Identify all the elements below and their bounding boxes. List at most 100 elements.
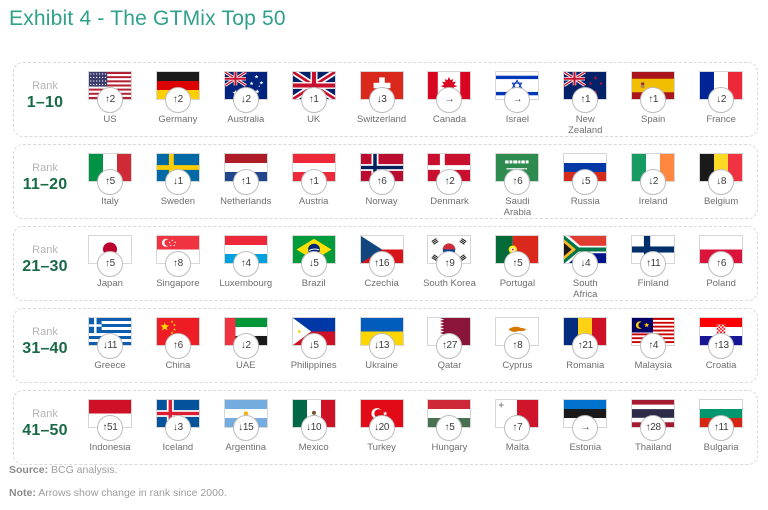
rank-change-badge: ↓2	[232, 333, 259, 359]
rank-caption: Rank	[32, 326, 58, 338]
country-label: Belgium	[703, 196, 739, 207]
country-label: Croatia	[705, 360, 737, 371]
country-label: Austria	[298, 196, 329, 207]
rank-rows: Rank 1–10 ↑2 US ↑2 Germany ↓2 Australia …	[13, 62, 758, 465]
country-item: ↑16 Czechia	[348, 227, 416, 300]
country-label: Germany	[158, 114, 198, 125]
country-label: Netherlands	[220, 196, 272, 207]
footer: Source: BCG analysis. Note: Arrows show …	[9, 464, 227, 510]
rank-range: 41–50	[22, 422, 68, 439]
rank-row: Rank 11–20 ↑5 Italy ↓1 Sweden ↑1 Netherl…	[13, 144, 758, 219]
country-item: ↓11 Greece	[76, 309, 144, 382]
rank-change-badge: ↓3	[164, 415, 191, 441]
country-item: ↑9 South Korea	[416, 227, 484, 300]
country-label: Brazil	[301, 278, 326, 289]
rank-change-badge: ↑11	[708, 415, 735, 441]
country-item: ↑11 Bulgaria	[687, 391, 755, 464]
country-label: Bulgaria	[703, 442, 739, 453]
country-label: US	[103, 114, 117, 125]
rank-change-badge: ↑27	[436, 333, 463, 359]
rank-change-badge: ↓13	[368, 333, 395, 359]
country-item: ↑6 Poland	[687, 227, 755, 300]
rank-range: 21–30	[22, 258, 68, 275]
rank-range: 11–20	[22, 176, 68, 193]
rank-range: 1–10	[26, 94, 64, 111]
rank-change-badge: ↑13	[708, 333, 735, 359]
country-item: ↓8 Belgium	[687, 145, 755, 218]
rank-column: Rank 31–40	[14, 309, 76, 382]
country-label: Turkey	[367, 442, 396, 453]
country-item: ↑2 US	[76, 63, 144, 136]
row-items: ↑2 US ↑2 Germany ↓2 Australia ↑1 UK ↓3 S…	[76, 63, 757, 136]
rank-change-badge: ↑1	[300, 87, 327, 113]
country-label: Greece	[94, 360, 126, 371]
rank-range: 31–40	[22, 340, 68, 357]
rank-change-badge: ↑8	[164, 251, 191, 277]
country-label: China	[165, 360, 191, 371]
source-label: Source:	[9, 464, 49, 476]
rank-row: Rank 21–30 ↑5 Japan ↑8 Singapore ↑4 Luxe…	[13, 226, 758, 301]
country-label: Cyprus	[502, 360, 533, 371]
country-flag-icon	[291, 71, 336, 100]
country-label: Czechia	[364, 278, 399, 289]
country-item: ↑6 China	[144, 309, 212, 382]
row-items: ↑5 Italy ↓1 Sweden ↑1 Netherlands ↑1 Aus…	[76, 145, 757, 218]
rank-change-badge: ↓4	[572, 251, 599, 277]
country-item: ↑8 Singapore	[144, 227, 212, 300]
country-item: ↑1 Austria	[280, 145, 348, 218]
country-label: Ireland	[638, 196, 668, 207]
country-item: ↑7 Malta	[483, 391, 551, 464]
country-label: Qatar	[437, 360, 462, 371]
country-label: Australia	[227, 114, 265, 125]
country-item: ↑2 Germany	[144, 63, 212, 136]
rank-column: Rank 11–20	[14, 145, 76, 218]
country-label: Canada	[432, 114, 467, 125]
country-label: Luxembourg	[219, 278, 273, 289]
country-label: Romania	[566, 360, 605, 371]
country-item: ↑6 Saudi Arabia	[483, 145, 551, 218]
rank-column: Rank 41–50	[14, 391, 76, 464]
country-label: New Zealand	[568, 114, 603, 136]
country-label: Hungary	[431, 442, 468, 453]
rank-row: Rank 1–10 ↑2 US ↑2 Germany ↓2 Australia …	[13, 62, 758, 137]
rank-change-badge: ↑16	[368, 251, 395, 277]
country-flag-icon	[427, 235, 472, 264]
country-label: Norway	[365, 196, 398, 207]
country-label: Saudi Arabia	[503, 196, 532, 218]
country-item: ↓1 Sweden	[144, 145, 212, 218]
note-label: Note:	[9, 487, 36, 499]
country-item: ↑1 UK	[280, 63, 348, 136]
rank-change-badge: →	[436, 87, 463, 113]
country-item: ↓3 Switzerland	[348, 63, 416, 136]
rank-change-badge: ↑2	[164, 87, 191, 113]
country-item: ↑21 Romania	[551, 309, 619, 382]
country-flag-icon	[495, 153, 540, 182]
rank-caption: Rank	[32, 162, 58, 174]
rank-change-badge: ↑4	[640, 333, 667, 359]
row-items: ↓11 Greece ↑6 China ↓2 UAE ↓5 Philippine…	[76, 309, 757, 382]
country-item: ↓20 Turkey	[348, 391, 416, 464]
country-flag-icon	[359, 153, 404, 182]
country-item: → Canada	[416, 63, 484, 136]
rank-change-badge: ↑6	[708, 251, 735, 277]
rank-change-badge: ↓8	[708, 169, 735, 195]
country-label: Italy	[101, 196, 119, 207]
country-item: ↑4 Malaysia	[619, 309, 687, 382]
rank-change-badge: ↑1	[640, 87, 667, 113]
country-item: ↓13 Ukraine	[348, 309, 416, 382]
country-label: Singapore	[156, 278, 200, 289]
country-item: ↓10 Mexico	[280, 391, 348, 464]
country-item: ↑5 Japan	[76, 227, 144, 300]
country-item: ↑13 Croatia	[687, 309, 755, 382]
country-item: ↑51 Indonesia	[76, 391, 144, 464]
country-label: Indonesia	[89, 442, 131, 453]
country-item: ↓2 Australia	[212, 63, 280, 136]
rank-change-badge: ↑11	[640, 251, 667, 277]
country-label: Japan	[97, 278, 123, 289]
rank-change-badge: ↑51	[96, 415, 123, 441]
country-label: South Korea	[423, 278, 476, 289]
source-line: Source: BCG analysis.	[9, 464, 227, 476]
rank-change-badge: ↑2	[436, 169, 463, 195]
rank-change-badge: ↓5	[300, 333, 327, 359]
country-item: ↑4 Luxembourg	[212, 227, 280, 300]
